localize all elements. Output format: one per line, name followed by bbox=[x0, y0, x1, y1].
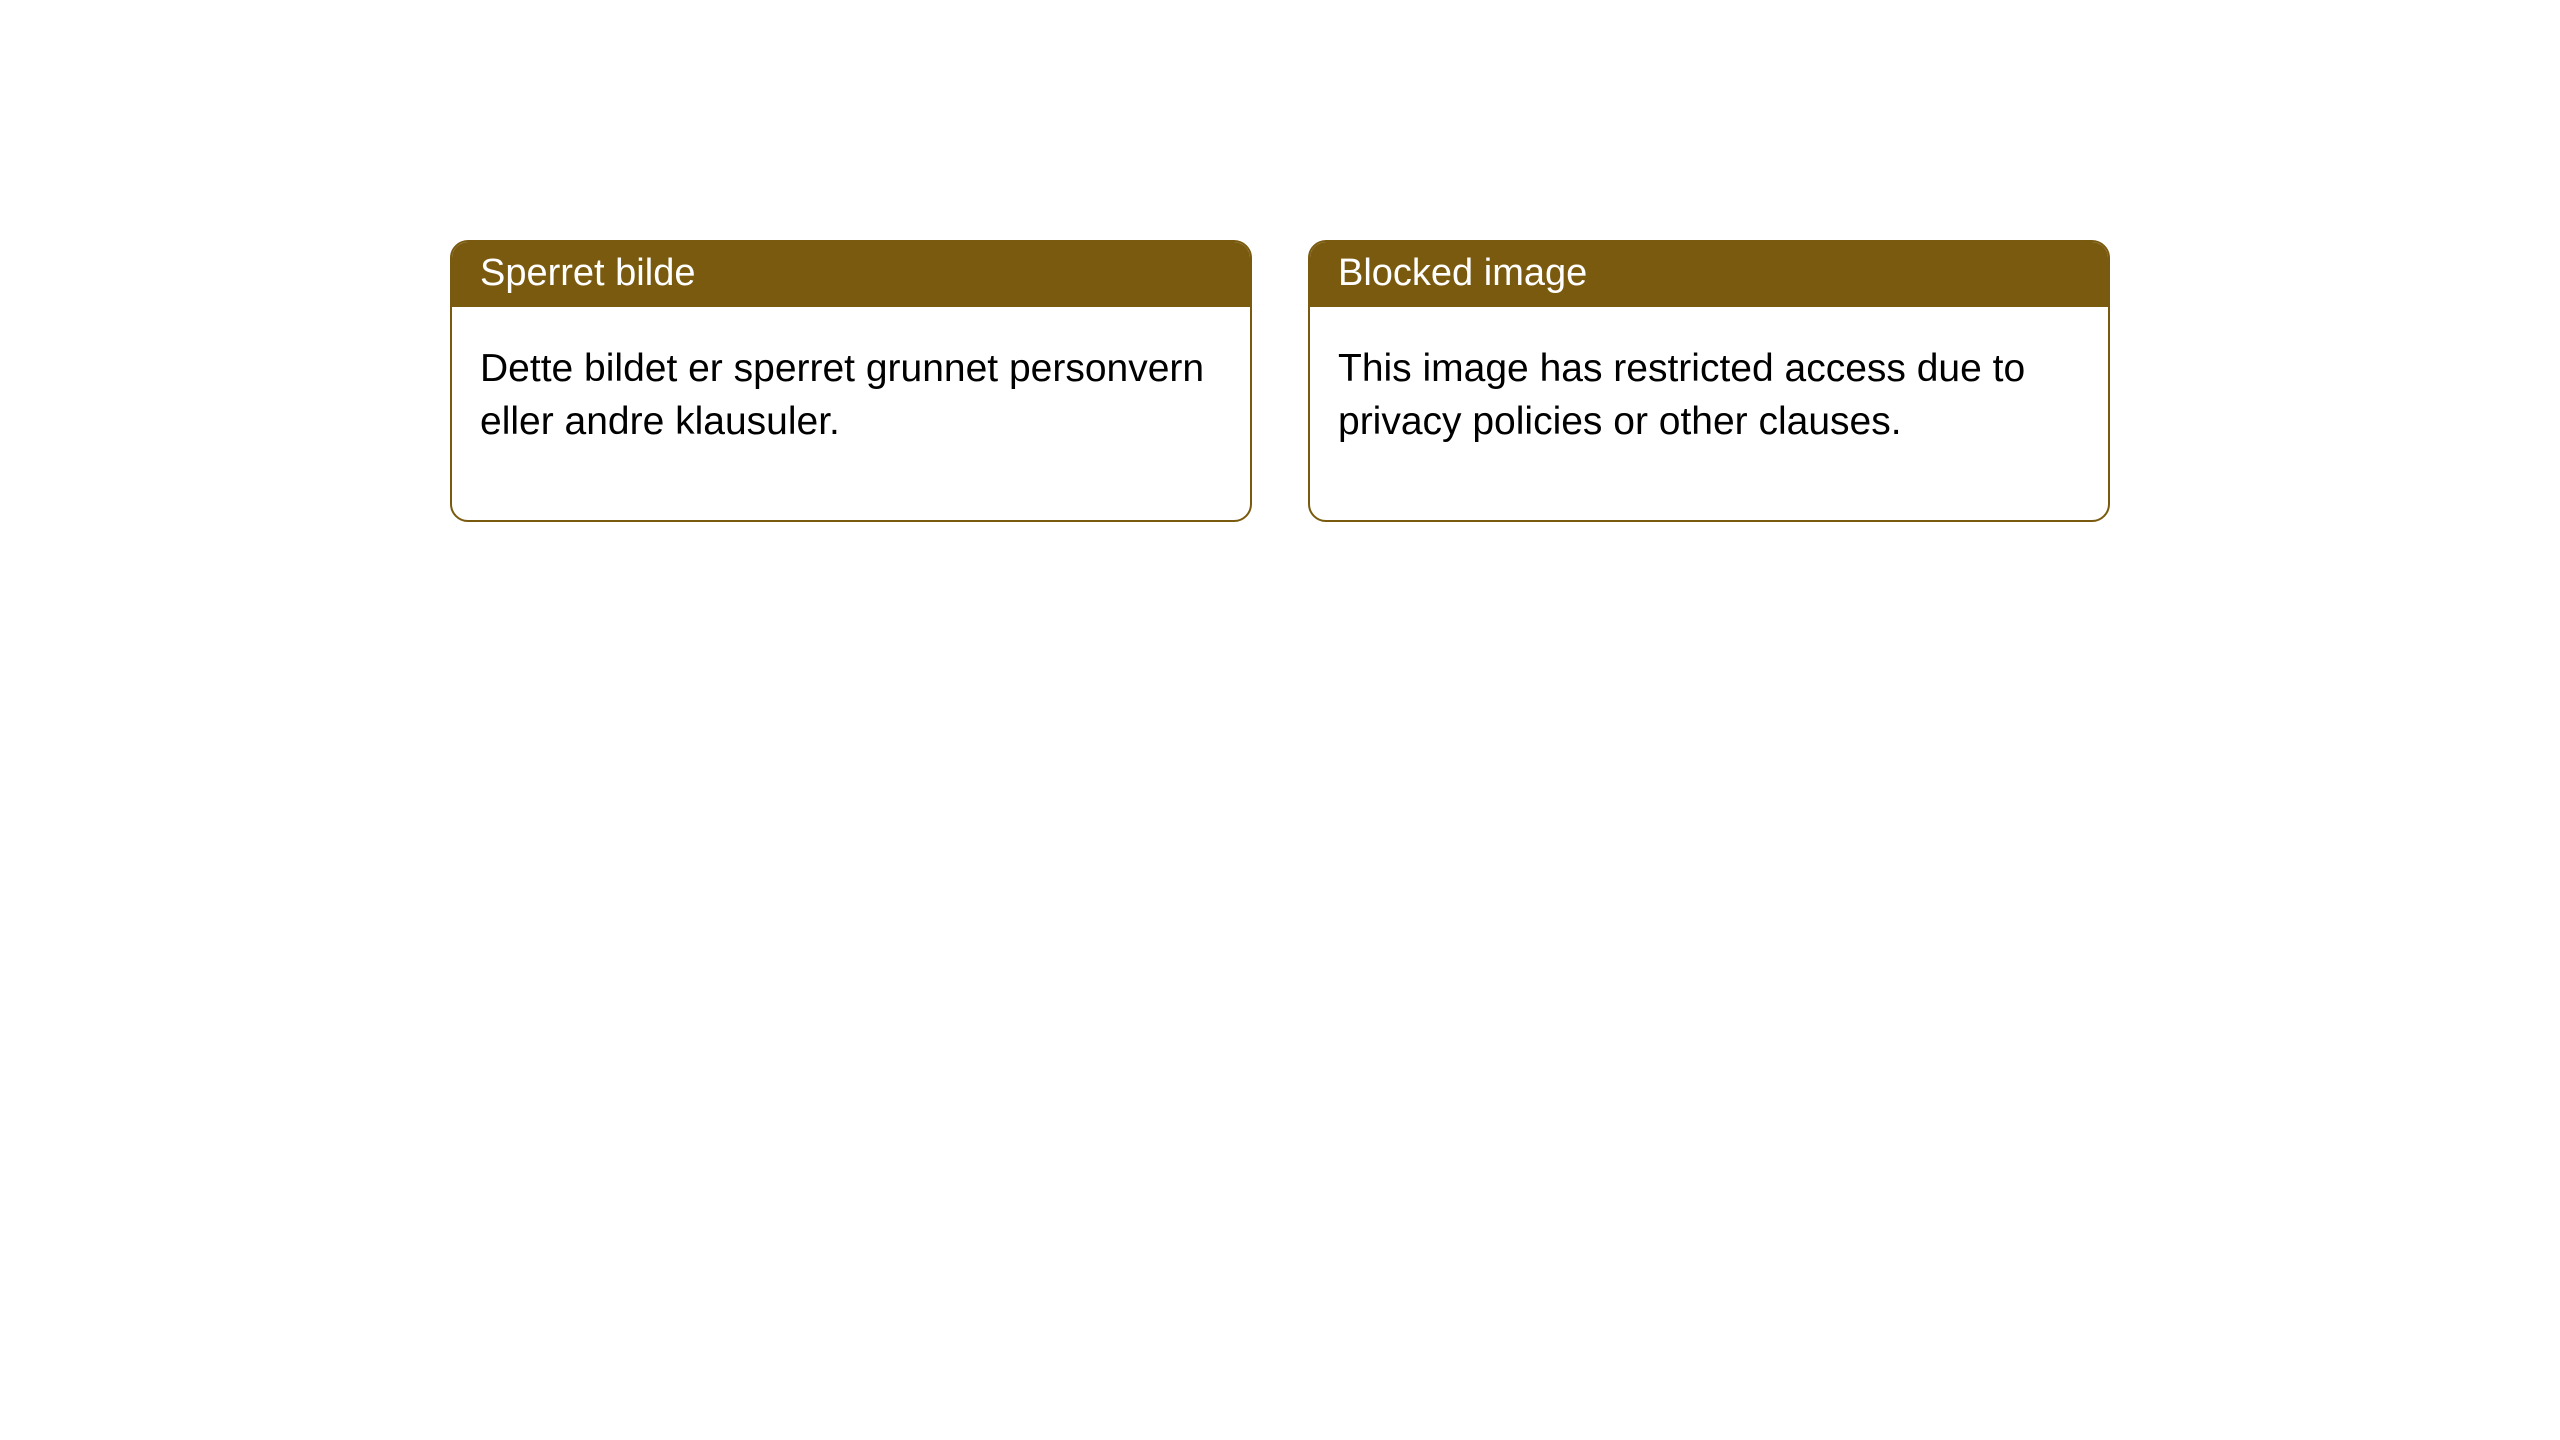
notice-panel-title: Blocked image bbox=[1310, 242, 2108, 307]
notice-panel-en: Blocked image This image has restricted … bbox=[1308, 240, 2110, 522]
notice-container: Sperret bilde Dette bildet er sperret gr… bbox=[450, 240, 2110, 522]
notice-panel-title: Sperret bilde bbox=[452, 242, 1250, 307]
notice-panel-no: Sperret bilde Dette bildet er sperret gr… bbox=[450, 240, 1252, 522]
notice-panel-body: This image has restricted access due to … bbox=[1310, 307, 2108, 520]
notice-panel-body: Dette bildet er sperret grunnet personve… bbox=[452, 307, 1250, 520]
